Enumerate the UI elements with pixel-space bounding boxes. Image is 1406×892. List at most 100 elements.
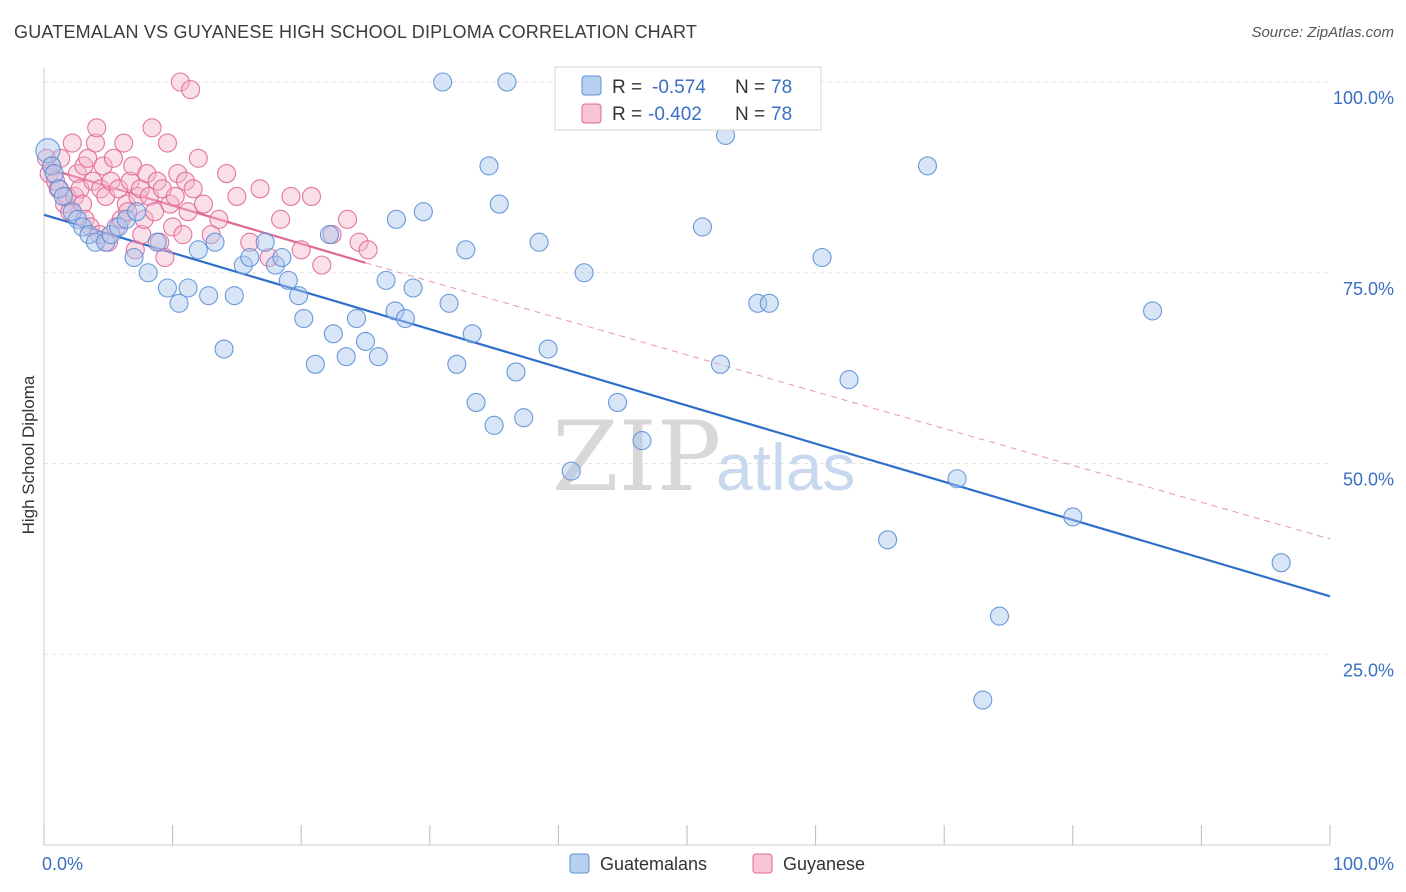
- guatemalan-point: [53, 186, 73, 206]
- guatemalan-point: [574, 263, 594, 283]
- guatemalan-point: [878, 530, 898, 550]
- guyanese-n-value: 78: [771, 104, 792, 125]
- guyanese-point: [168, 164, 188, 184]
- guatemalan-point: [439, 293, 459, 313]
- guatemalan-point: [759, 293, 779, 313]
- guyanese-point: [109, 179, 129, 199]
- guyanese-point: [67, 164, 87, 184]
- guatemalan-point: [917, 156, 938, 176]
- y-tick-label-1: 75.0%: [1343, 279, 1394, 299]
- guatemalan-point: [109, 217, 129, 237]
- guyanese-point: [173, 225, 193, 245]
- guatemalan-point: [44, 164, 64, 184]
- guatemalan-point: [199, 286, 219, 306]
- legend-guyanese-label: Guyanese: [783, 854, 865, 874]
- guatemalan-point: [289, 286, 309, 306]
- guatemalan-point: [205, 232, 225, 252]
- guyanese-point: [250, 179, 270, 199]
- guatemalan-point: [812, 247, 832, 268]
- guyanese-point: [62, 133, 82, 153]
- guyanese-point: [78, 148, 98, 168]
- guatemalan-point: [462, 324, 482, 344]
- guyanese-r-label: R =: [612, 104, 642, 125]
- guatemalan-point: [479, 156, 499, 176]
- guyanese-point: [101, 171, 121, 191]
- guatemalan-point: [385, 301, 405, 321]
- guyanese-point: [175, 171, 196, 191]
- guyanese-point: [137, 164, 157, 184]
- guyanese-point: [217, 164, 237, 184]
- guyanese-point: [188, 148, 208, 168]
- guatemalan-point: [692, 217, 712, 237]
- guatemalan-point: [386, 209, 406, 229]
- guatemalan-point: [319, 225, 340, 245]
- guatemalan-point: [710, 354, 730, 374]
- legend-guyanese-swatch: [752, 853, 773, 874]
- guatemalan-point: [127, 202, 147, 222]
- guatemalan-point: [466, 392, 486, 413]
- guatemalan-point: [413, 202, 433, 222]
- guyanese-point: [291, 240, 311, 260]
- guatemalan-point: [447, 354, 467, 374]
- guatemalan-point: [278, 270, 298, 290]
- guyanese-point: [227, 186, 247, 206]
- guatemalan-point: [748, 293, 768, 313]
- guatemalan-point: [538, 339, 558, 359]
- guyanese-point: [39, 164, 59, 184]
- guatemalan-point: [561, 461, 581, 481]
- guatemalans-trend-line: [43, 213, 1331, 598]
- axes: [43, 68, 1331, 846]
- guyanese-point: [132, 225, 152, 245]
- guatemalan-point: [368, 347, 388, 367]
- y-tick-label-0: 100.0%: [1333, 88, 1394, 108]
- guatemalan-point: [240, 247, 260, 268]
- gridlines: [44, 81, 1330, 655]
- guatemalan-point: [355, 331, 376, 351]
- guatemalans-n-value: 78: [771, 77, 792, 98]
- guatemalan-point: [157, 278, 178, 298]
- guyanese-point: [170, 72, 190, 92]
- guyanese-point: [142, 118, 162, 138]
- guatemalans-r-value: -0.574: [652, 77, 706, 98]
- guyanese-point: [209, 209, 229, 229]
- guyanese-point: [116, 194, 136, 214]
- guatemalan-point: [346, 308, 367, 329]
- guatemalan-point: [529, 232, 549, 252]
- guatemalan-point: [255, 232, 275, 252]
- x-tick-label-max: 100.0%: [1333, 854, 1394, 874]
- guatemalan-point: [1063, 507, 1083, 527]
- guyanese-point: [240, 232, 260, 252]
- guatemalan-point: [294, 308, 314, 329]
- guatemalan-point: [73, 217, 93, 237]
- guatemalan-point: [233, 255, 253, 275]
- guatemalan-points: [35, 72, 1291, 710]
- guatemalan-point: [272, 247, 292, 268]
- guyanese-point: [85, 133, 105, 153]
- guatemalan-point: [336, 347, 356, 367]
- guatemalan-point: [506, 362, 526, 382]
- guatemalan-point: [403, 278, 423, 298]
- legend-guatemalans-label: Guatemalans: [600, 854, 707, 874]
- guyanese-point: [358, 240, 378, 260]
- guatemalan-point: [265, 255, 286, 275]
- guyanese-point: [73, 194, 93, 214]
- stats-legend: R = -0.574 N = 78 R = -0.402 N = 78: [554, 66, 822, 131]
- guyanese-point: [120, 171, 140, 191]
- guatemalan-point: [85, 232, 105, 252]
- guatemalans-swatch: [581, 75, 602, 96]
- guatemalan-point: [989, 606, 1010, 626]
- y-tick-label-2: 50.0%: [1343, 470, 1394, 490]
- series-legend: Guatemalans Guyanese: [569, 853, 865, 874]
- guatemalan-point: [116, 209, 136, 229]
- guatemalan-point: [973, 690, 993, 710]
- guatemalan-point: [514, 408, 534, 428]
- guatemalan-point: [147, 232, 167, 252]
- guyanese-r-value: -0.402: [648, 104, 702, 125]
- guyanese-trend-extension: [365, 262, 1331, 540]
- guatemalan-point: [169, 293, 189, 313]
- guyanese-point: [301, 186, 322, 206]
- guatemalan-point: [489, 194, 509, 214]
- guyanese-point: [337, 209, 358, 229]
- watermark-zip: ZIP: [552, 401, 721, 513]
